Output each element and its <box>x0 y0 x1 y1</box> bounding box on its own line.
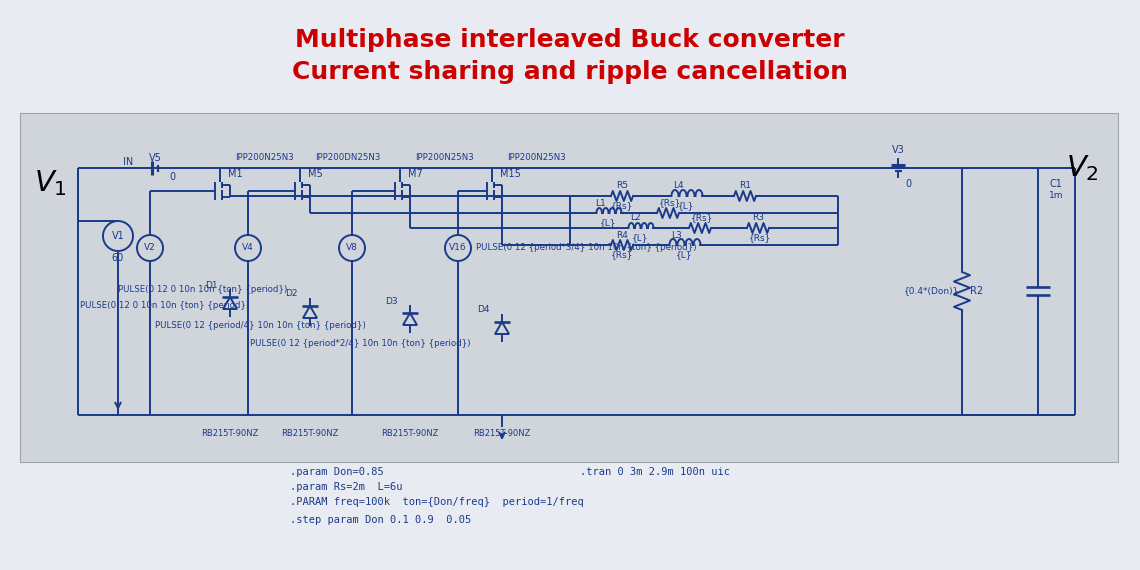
Text: L1: L1 <box>595 198 605 207</box>
Text: V2: V2 <box>144 243 156 253</box>
Text: R5: R5 <box>616 181 628 189</box>
Text: R1: R1 <box>739 181 751 189</box>
Text: RB215T-90NZ: RB215T-90NZ <box>282 429 339 438</box>
Text: V4: V4 <box>242 243 254 253</box>
Text: V1: V1 <box>112 231 124 241</box>
Text: PULSE(0 12 0 10n 10n {ton} {period}): PULSE(0 12 0 10n 10n {ton} {period}) <box>80 300 250 310</box>
FancyBboxPatch shape <box>21 113 1118 462</box>
Text: L3: L3 <box>670 230 682 239</box>
Text: M1: M1 <box>228 169 243 179</box>
Text: L4: L4 <box>673 181 683 189</box>
Text: R4: R4 <box>616 230 628 239</box>
Text: V3: V3 <box>891 145 904 155</box>
Text: D4: D4 <box>478 306 490 315</box>
Text: .param Rs=2m  L=6u: .param Rs=2m L=6u <box>290 482 402 492</box>
Text: $\mathit{V}_1$: $\mathit{V}_1$ <box>33 168 66 198</box>
Text: RB215T-90NZ: RB215T-90NZ <box>381 429 439 438</box>
Text: PULSE(0 12 {period*2/4} 10n 10n {ton} {period}): PULSE(0 12 {period*2/4} 10n 10n {ton} {p… <box>250 339 471 348</box>
Text: {Rs}: {Rs} <box>659 198 682 207</box>
Text: D2: D2 <box>285 290 298 299</box>
Text: RB215T-90NZ: RB215T-90NZ <box>202 429 259 438</box>
Text: M5: M5 <box>308 169 323 179</box>
Text: .tran 0 3m 2.9m 100n uic: .tran 0 3m 2.9m 100n uic <box>580 467 730 477</box>
Text: PULSE(0 12 {period/4} 10n 10n {ton} {period}): PULSE(0 12 {period/4} 10n 10n {ton} {per… <box>155 320 366 329</box>
Text: D1: D1 <box>205 280 218 290</box>
Text: V5: V5 <box>148 153 162 163</box>
Text: IPP200DN25N3: IPP200DN25N3 <box>315 153 381 161</box>
Text: Multiphase interleaved Buck converter: Multiphase interleaved Buck converter <box>295 28 845 52</box>
Text: IN: IN <box>123 157 133 167</box>
Text: M15: M15 <box>500 169 521 179</box>
Text: .step param Don 0.1 0.9  0.05: .step param Don 0.1 0.9 0.05 <box>290 515 471 525</box>
Text: 60: 60 <box>112 253 124 263</box>
Text: {Rs}: {Rs} <box>611 202 633 210</box>
Text: IPP200N25N3: IPP200N25N3 <box>507 153 565 161</box>
Text: {L}: {L} <box>600 218 617 227</box>
Text: Current sharing and ripple cancellation: Current sharing and ripple cancellation <box>292 60 848 84</box>
Text: R2: R2 <box>970 286 984 296</box>
Text: {L}: {L} <box>676 250 692 259</box>
Text: 0: 0 <box>169 172 176 182</box>
Text: 0: 0 <box>905 179 911 189</box>
Text: V16: V16 <box>449 243 466 253</box>
Text: {L}: {L} <box>678 202 694 210</box>
Text: C1: C1 <box>1050 179 1062 189</box>
Text: IPP200N25N3: IPP200N25N3 <box>415 153 474 161</box>
Text: 1m: 1m <box>1049 192 1064 201</box>
Text: {Rs}: {Rs} <box>611 250 633 259</box>
Text: L2: L2 <box>629 214 641 222</box>
Text: {L}: {L} <box>632 234 649 242</box>
Text: .PARAM freq=100k  ton={Don/freq}  period=1/freq: .PARAM freq=100k ton={Don/freq} period=1… <box>290 497 584 507</box>
Text: .param Don=0.85: .param Don=0.85 <box>290 467 384 477</box>
Text: D3: D3 <box>385 296 398 306</box>
Text: IPP200N25N3: IPP200N25N3 <box>235 153 294 161</box>
Text: {0.4*(Don)}: {0.4*(Don)} <box>904 287 960 295</box>
Text: {Rs}: {Rs} <box>749 234 771 242</box>
Text: $\mathit{V}_2$: $\mathit{V}_2$ <box>1066 153 1099 183</box>
Text: PULSE(0 12 {period*3/4} 10n 10n {ton} {period}): PULSE(0 12 {period*3/4} 10n 10n {ton} {p… <box>477 243 697 253</box>
Text: M7: M7 <box>408 169 423 179</box>
Text: V8: V8 <box>347 243 358 253</box>
Text: RB215T-90NZ: RB215T-90NZ <box>473 429 531 438</box>
Text: PULSE(0 12 0 10n 10n {ton} {period}): PULSE(0 12 0 10n 10n {ton} {period}) <box>119 286 287 295</box>
Text: {Rs}: {Rs} <box>691 214 714 222</box>
Text: R3: R3 <box>752 214 764 222</box>
